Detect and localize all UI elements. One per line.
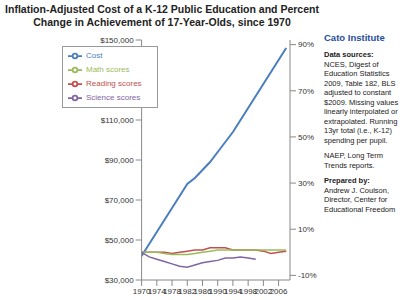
svg-text:90%: 90% xyxy=(298,40,314,49)
svg-text:-10%: -10% xyxy=(298,271,317,280)
svg-text:$130,000: $130,000 xyxy=(100,76,134,85)
svg-text:50%: 50% xyxy=(298,133,314,142)
svg-text:10%: 10% xyxy=(298,225,314,234)
svg-text:70%: 70% xyxy=(298,87,314,96)
svg-text:2006: 2006 xyxy=(270,287,288,296)
svg-text:$110,000: $110,000 xyxy=(101,116,134,125)
svg-text:$150,000: $150,000 xyxy=(100,36,134,45)
svg-text:$50,000: $50,000 xyxy=(105,236,134,245)
svg-text:$30,000: $30,000 xyxy=(105,276,134,285)
svg-text:$90,000: $90,000 xyxy=(105,156,134,165)
svg-text:$70,000: $70,000 xyxy=(105,196,134,205)
svg-text:30%: 30% xyxy=(298,179,314,188)
